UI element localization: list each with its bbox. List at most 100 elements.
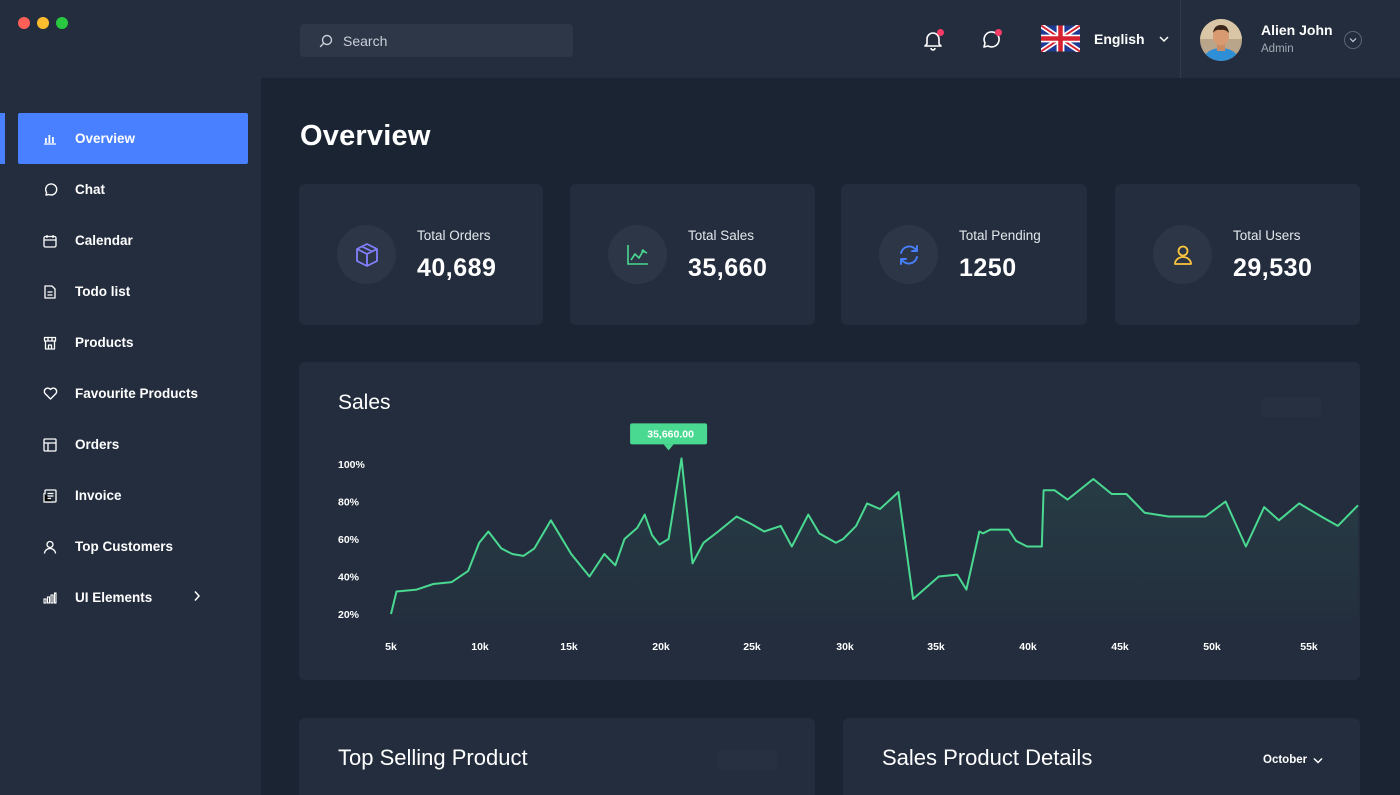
y-tick-label: 80% <box>338 497 360 509</box>
sidebar-item-favourite-products[interactable]: Favourite Products <box>0 368 261 419</box>
language-selector[interactable]: English <box>1041 25 1169 52</box>
chevron-down-icon <box>1349 38 1357 43</box>
avatar[interactable] <box>1200 19 1242 61</box>
y-tick-label: 20% <box>338 609 360 621</box>
peak-tooltip: 35,660.00 <box>630 423 708 451</box>
bars-icon <box>42 590 58 606</box>
y-tick-label: 100% <box>338 459 366 471</box>
search-input[interactable] <box>343 32 543 49</box>
x-tick-label: 45k <box>1111 641 1129 653</box>
document-icon <box>42 284 58 300</box>
active-highlight <box>18 113 248 164</box>
sidebar-item-top-customers[interactable]: Top Customers <box>0 521 261 572</box>
stat-label: Total Sales <box>688 228 755 243</box>
sidebar-item-label: Calendar <box>75 233 133 248</box>
sidebar-item-label: Chat <box>75 182 105 197</box>
sales-period-dropdown[interactable] <box>1261 397 1321 417</box>
chevron-down-icon <box>1313 757 1323 764</box>
x-tick-label: 30k <box>836 641 854 653</box>
chevron-down-icon <box>1159 35 1169 42</box>
sidebar-item-label: Todo list <box>75 284 131 299</box>
sidebar-item-label: UI Elements <box>75 590 153 605</box>
notifications-button[interactable] <box>920 27 946 53</box>
user-role: Admin <box>1261 43 1294 55</box>
sidebar-item-todo[interactable]: Todo list <box>0 266 261 317</box>
top-selling-product-title: Top Selling Product <box>338 745 528 770</box>
sidebar-item-label: Products <box>75 335 134 350</box>
y-tick-label: 60% <box>338 534 360 546</box>
refresh-icon <box>879 225 938 284</box>
sidebar-item-overview[interactable]: Overview <box>0 113 261 164</box>
stat-value: 35,660 <box>688 254 768 282</box>
stat-card-total-orders: Total Orders 40,689 <box>299 184 543 325</box>
stat-value: 1250 <box>959 254 1017 282</box>
uk-flag-icon <box>1041 25 1080 52</box>
x-axis-ticks: 5k 10k 15k 20k 25k 30k 35k 40k 45k 50k 55k <box>385 641 1318 653</box>
stat-value: 29,530 <box>1233 254 1313 282</box>
sidebar-item-chat[interactable]: Chat <box>0 164 261 215</box>
x-tick-label: 55k <box>1300 641 1318 653</box>
sales-product-details-title: Sales Product Details <box>882 745 1093 770</box>
month-dropdown[interactable]: October <box>1263 754 1323 766</box>
minimize-window-button[interactable] <box>37 17 49 29</box>
invoice-icon <box>42 488 58 504</box>
topbar-divider <box>1180 0 1181 78</box>
tooltip-pointer <box>663 444 674 451</box>
tooltip-label: 35,660.00 <box>647 428 694 440</box>
x-tick-label: 10k <box>471 641 489 653</box>
language-label: English <box>1094 30 1145 47</box>
store-icon <box>42 335 58 351</box>
x-tick-label: 25k <box>743 641 761 653</box>
y-axis-ticks: 20% 40% 60% 80% 100% <box>338 459 366 621</box>
month-dropdown-label: October <box>1263 754 1308 766</box>
active-indicator <box>0 113 5 164</box>
search-box[interactable] <box>300 24 573 57</box>
sidebar-item-invoice[interactable]: Invoice <box>0 470 261 521</box>
page-title: Overview <box>300 120 431 152</box>
x-tick-label: 20k <box>652 641 670 653</box>
search-icon <box>319 34 333 47</box>
close-window-button[interactable] <box>18 17 30 29</box>
sidebar-item-label: Top Customers <box>75 539 174 554</box>
user-avatar-icon <box>1200 19 1242 61</box>
user-icon <box>42 539 58 555</box>
sales-line <box>390 457 1359 615</box>
sidebar-item-products[interactable]: Products <box>0 317 261 368</box>
sales-area <box>391 458 1358 620</box>
sidebar-item-label: Orders <box>75 437 120 452</box>
chat-icon <box>42 182 58 198</box>
messages-button[interactable] <box>978 27 1004 53</box>
user-name: Alien John <box>1261 22 1333 38</box>
sidebar-item-calendar[interactable]: Calendar <box>0 215 261 266</box>
maximize-window-button[interactable] <box>56 17 68 29</box>
sidebar-item-label: Favourite Products <box>75 386 199 401</box>
bell-icon <box>924 32 942 51</box>
y-tick-label: 40% <box>338 572 360 584</box>
stat-card-total-sales: Total Sales 35,660 <box>570 184 815 325</box>
x-tick-label: 15k <box>560 641 578 653</box>
sales-panel-title: Sales <box>338 391 391 414</box>
sidebar-item-orders[interactable]: Orders <box>0 419 261 470</box>
message-badge <box>995 29 1002 36</box>
stat-value: 40,689 <box>417 254 497 282</box>
top-selling-period-dropdown[interactable] <box>717 750 777 770</box>
orders-icon <box>42 437 58 453</box>
box-icon <box>337 225 396 284</box>
topbar-left <box>0 0 261 78</box>
sidebar <box>0 78 261 795</box>
sidebar-item-ui-elements[interactable]: UI Elements <box>0 572 261 623</box>
x-tick-label: 50k <box>1203 641 1221 653</box>
user-menu-button[interactable] <box>1344 31 1362 49</box>
x-tick-label: 40k <box>1019 641 1037 653</box>
heart-icon <box>42 386 58 402</box>
window-controls <box>18 17 68 29</box>
sidebar-item-label: Overview <box>75 131 136 146</box>
top-selling-product-panel: Top Selling Product <box>299 718 815 795</box>
x-tick-label: 35k <box>927 641 945 653</box>
user-icon <box>1153 225 1212 284</box>
stat-label: Total Pending <box>959 228 1041 243</box>
trend-icon <box>608 225 667 284</box>
x-tick-label: 5k <box>385 641 397 653</box>
stat-label: Total Orders <box>417 228 491 243</box>
